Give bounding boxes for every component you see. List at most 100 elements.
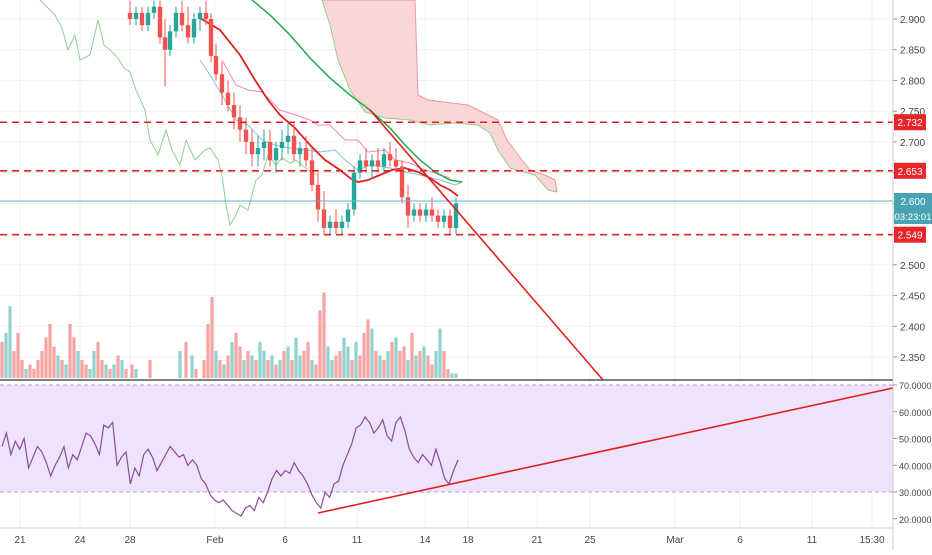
volume-bar <box>124 369 128 378</box>
volume-bar <box>100 360 104 378</box>
rsi-axis[interactable]: 70.0000 60.0000 50.0000 40.0000 30.0000 20.00… <box>893 381 932 525</box>
candle-body <box>145 12 151 26</box>
time-axis[interactable]: 21 24 28 Feb 6 11 14 18 21 25 Mar 6 11 15:30 <box>14 535 885 546</box>
candle-body <box>321 209 327 228</box>
volume-bar <box>382 360 386 378</box>
candle-body <box>151 6 157 13</box>
volume-bar <box>390 342 394 378</box>
time-tick-label: 15:30 <box>859 535 884 546</box>
volume-bar <box>40 351 44 378</box>
rsi-tick-label: 40.0000 <box>899 461 932 471</box>
volume-bar <box>120 360 124 378</box>
candle-body <box>173 12 179 32</box>
volume-bar <box>434 351 438 378</box>
volume-bar <box>262 351 266 378</box>
volume-bar <box>96 342 100 378</box>
candle-body <box>411 209 417 216</box>
volume-bar <box>36 360 40 378</box>
volume-bar <box>130 364 134 378</box>
volume-bar <box>230 342 234 378</box>
candle-body <box>139 12 145 26</box>
volume-bar <box>290 360 294 378</box>
volume-bar <box>326 346 330 378</box>
candle-body <box>333 221 339 228</box>
candle-body <box>243 129 249 142</box>
time-tick-label: 21 <box>531 535 543 546</box>
price-tick-label: 2.900 <box>900 15 925 26</box>
candle-body <box>405 197 411 216</box>
rsi-tick-label: 60.0000 <box>899 408 932 418</box>
volume-bar <box>442 351 446 378</box>
descending-trendline[interactable] <box>369 109 604 381</box>
volume-bar <box>60 360 64 378</box>
candle-body <box>191 19 197 38</box>
volume-bar <box>184 342 188 378</box>
volume-bar <box>48 324 52 378</box>
volume-bar <box>72 337 76 378</box>
volume-bar <box>398 351 402 378</box>
candle-body <box>375 160 381 167</box>
volume-bar <box>406 360 410 378</box>
candle-body <box>297 148 303 155</box>
candle-body <box>203 12 209 19</box>
time-tick-label: 6 <box>282 535 288 546</box>
candle-body <box>185 25 191 38</box>
volume-bar <box>44 337 48 378</box>
candle-body <box>273 148 279 161</box>
price-tick-label: 2.850 <box>900 46 925 57</box>
volume-bar <box>222 364 226 378</box>
volume-bar <box>178 351 182 378</box>
lagging-span-line <box>39 0 317 227</box>
volume-bar <box>306 342 310 378</box>
level-labels: 2.732 2.653 2.549 <box>894 114 926 243</box>
candle-body <box>267 141 273 161</box>
volume-bar <box>218 360 222 378</box>
cloud-fill <box>322 0 557 192</box>
candle-body <box>363 160 369 167</box>
volume-bar <box>116 355 120 378</box>
volume-bar <box>226 355 230 378</box>
volume-bar <box>64 364 68 378</box>
horizontal-levels[interactable] <box>0 121 893 236</box>
candle-body <box>179 12 185 26</box>
volume-bar <box>338 351 342 378</box>
current-price-label: 2.600 <box>900 197 925 208</box>
time-tick-label: 14 <box>419 535 431 546</box>
volume-bar <box>286 346 290 378</box>
candle-body <box>447 215 453 228</box>
volume-bar <box>358 355 362 378</box>
level-badge <box>894 114 926 131</box>
candle-body <box>291 135 297 155</box>
volume-bar <box>438 328 442 378</box>
volume-bar <box>294 337 298 378</box>
volume-bar <box>214 351 218 378</box>
volume-bar <box>258 342 262 378</box>
volume-bar <box>234 333 238 378</box>
volume-bar <box>32 369 36 378</box>
price-tick-label: 2.700 <box>900 138 925 149</box>
volume-bar <box>76 351 80 378</box>
candle-body <box>357 160 363 173</box>
price-tick-label: 2.800 <box>900 76 925 87</box>
candle-body <box>208 19 214 56</box>
volume-bar <box>334 355 338 378</box>
time-tick-label: 21 <box>14 535 26 546</box>
rsi-trendline[interactable] <box>317 387 894 514</box>
candle-body <box>315 184 321 210</box>
volume-bar <box>112 364 116 378</box>
candle-body <box>393 160 399 167</box>
volume-bar <box>410 333 414 378</box>
price-candles <box>127 0 459 235</box>
volume-bar <box>426 355 430 378</box>
time-tick-label: 11 <box>807 535 818 546</box>
volume-bar <box>446 369 450 378</box>
candle-body <box>441 215 447 222</box>
volume-bar <box>370 328 374 378</box>
candle-body <box>127 12 133 19</box>
volume-bar <box>80 360 84 378</box>
volume-bar <box>202 360 206 378</box>
volume-bar <box>278 360 282 378</box>
candle-body <box>213 55 219 75</box>
